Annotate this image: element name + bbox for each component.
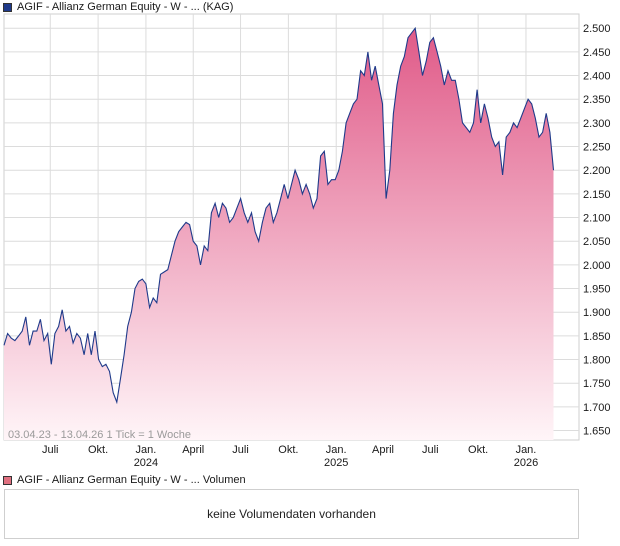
y-tick-label: 2.100 bbox=[583, 213, 611, 225]
price-chart: 1.650 1.700 1.750 1.800 1.850 1.900 1.950 2.000… bbox=[3, 13, 611, 469]
y-tick-label: 2.050 bbox=[583, 236, 611, 248]
x-year-label: 2024 bbox=[134, 457, 158, 469]
x-tick-label: Okt. bbox=[278, 444, 298, 456]
y-tick-label: 1.850 bbox=[583, 331, 611, 343]
x-year-label: 2025 bbox=[324, 457, 348, 469]
volume-legend: AGIF - Allianz German Equity - W - ... V… bbox=[3, 473, 246, 487]
y-axis: 1.650 1.700 1.750 1.800 1.850 1.900 1.950 2.000… bbox=[583, 23, 611, 437]
y-tick-label: 2.250 bbox=[583, 142, 611, 154]
x-tick-label: Okt. bbox=[468, 444, 488, 456]
x-tick-label: Okt. bbox=[88, 444, 108, 456]
y-tick-label: 1.900 bbox=[583, 307, 611, 319]
price-legend-label: AGIF - Allianz German Equity - W - ... (… bbox=[17, 1, 234, 13]
x-tick-label: April bbox=[372, 444, 394, 456]
x-tick-label: Juli bbox=[422, 444, 439, 456]
y-tick-label: 2.300 bbox=[583, 118, 611, 130]
y-tick-label: 1.700 bbox=[583, 402, 611, 414]
y-tick-label: 2.200 bbox=[583, 165, 611, 177]
y-tick-label: 2.150 bbox=[583, 189, 611, 201]
price-area bbox=[4, 28, 554, 440]
y-tick-label: 2.500 bbox=[583, 23, 611, 35]
y-tick-label: 1.650 bbox=[583, 426, 611, 438]
y-tick-label: 2.350 bbox=[583, 94, 611, 106]
date-range-label: 03.04.23 - 13.04.26 1 Tick = 1 Woche bbox=[8, 429, 191, 441]
x-year-label: 2026 bbox=[514, 457, 538, 469]
volume-legend-swatch bbox=[3, 475, 12, 485]
y-tick-label: 2.450 bbox=[583, 47, 611, 59]
price-legend-swatch bbox=[3, 2, 12, 12]
y-tick-label: 1.950 bbox=[583, 284, 611, 296]
x-tick-label: Jan. bbox=[516, 444, 537, 456]
y-tick-label: 1.800 bbox=[583, 355, 611, 367]
y-tick-label: 2.000 bbox=[583, 260, 611, 272]
x-tick-label: Jan. bbox=[136, 444, 157, 456]
y-tick-label: 1.750 bbox=[583, 378, 611, 390]
price-legend: AGIF - Allianz German Equity - W - ... (… bbox=[3, 0, 233, 14]
x-tick-label: April bbox=[182, 444, 204, 456]
x-tick-label: Juli bbox=[232, 444, 249, 456]
x-tick-label: Juli bbox=[42, 444, 59, 456]
x-tick-label: Jan. bbox=[326, 444, 347, 456]
volume-empty-message: keine Volumendaten vorhanden bbox=[207, 507, 376, 521]
y-tick-label: 2.400 bbox=[583, 71, 611, 83]
price-line bbox=[3, 26, 555, 405]
volume-panel: keine Volumendaten vorhanden bbox=[4, 489, 579, 539]
volume-legend-label: AGIF - Allianz German Equity - W - ... V… bbox=[17, 474, 246, 486]
